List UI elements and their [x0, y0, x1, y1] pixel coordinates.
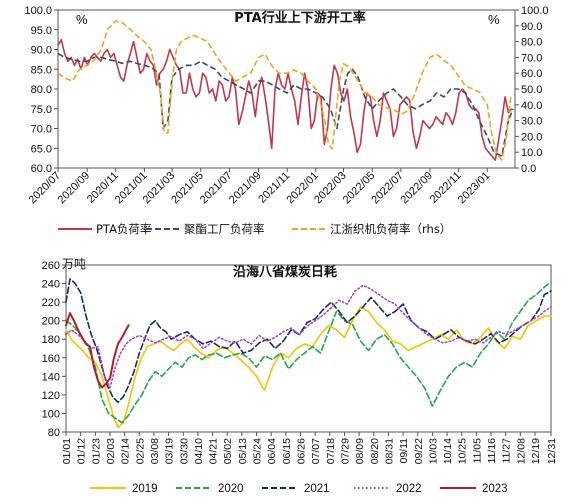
top-x-tick-label: 2021/09 [227, 170, 264, 207]
top-left-tick-label: 75.0 [31, 104, 52, 116]
bottom-series-line [65, 280, 552, 424]
top-chart-series [57, 20, 514, 161]
bottom-chart-series [65, 278, 552, 429]
top-right-tick-label: 20.0 [521, 131, 542, 143]
bottom-x-tick-label: 10/14 [442, 438, 454, 464]
top-right-tick-label: 50.0 [521, 84, 542, 96]
top-x-tick-label: 2020/09 [56, 170, 93, 207]
bottom-x-tick-label: 03/08 [149, 438, 161, 464]
top-left-tick-label: 70.0 [31, 124, 52, 136]
top-left-tick-label: 60.0 [31, 163, 52, 175]
bottom-x-tick-label: 03/30 [178, 438, 190, 464]
bottom-chart-title: 沿海八省煤炭日耗 [233, 264, 337, 280]
bottom-legend-label: 2020 [218, 483, 244, 495]
bottom-x-tick-label: 07/18 [325, 438, 337, 464]
bottom-y-tick-label: 200 [42, 316, 60, 328]
top-left-tick-label: 85.0 [31, 64, 52, 76]
bottom-x-tick-label: 12/08 [515, 438, 527, 464]
bottom-legend-label: 2023 [482, 483, 508, 495]
top-chart: PTA行业上下游开工率 % % 60.0 65.0 70.0 75.0 80.0 85.0… [24, 5, 548, 236]
bottom-chart-plot-frame [65, 264, 552, 433]
top-x-tick-label: 2022/09 [399, 170, 436, 207]
bottom-x-tick-label: 06/04 [266, 438, 278, 464]
top-legend-label: 聚酯工厂负荷率 [184, 222, 265, 236]
bottom-x-tick-label: 09/11 [398, 438, 410, 464]
top-series-line [57, 38, 513, 161]
bottom-x-tick-label: 02/14 [120, 438, 132, 464]
bottom-x-tick-label: 06/15 [281, 438, 293, 464]
bottom-x-tick-label: 10/25 [457, 438, 469, 464]
top-chart-right-unit: % [488, 12, 500, 27]
bottom-x-tick-label: 09/22 [413, 438, 425, 464]
bottom-y-tick-label: 220 [42, 297, 60, 309]
bottom-legend-label: 2021 [304, 483, 330, 495]
top-right-tick-label: 100.0 [521, 5, 549, 17]
bottom-series-line [65, 306, 552, 429]
bottom-y-tick-label: 80 [48, 427, 60, 439]
top-right-tick-label: 30.0 [521, 116, 542, 128]
bottom-y-tick-label: 140 [42, 371, 60, 383]
bottom-x-tick-label: 05/24 [252, 438, 264, 464]
top-legend-label: 江浙织机负荷率（rhs） [330, 222, 451, 236]
bottom-x-tick-label: 07/29 [339, 438, 351, 464]
bottom-chart-legend: 2019 2020 2021 2022 2023 [90, 483, 508, 495]
top-x-tick-label: 2023/01 [456, 170, 493, 207]
top-left-tick-label: 95.0 [31, 25, 52, 37]
top-legend-label: PTA负荷率 [96, 222, 151, 236]
bottom-series-line [65, 278, 552, 404]
top-left-tick-label: 80.0 [31, 84, 52, 96]
bottom-x-tick-label: 08/20 [369, 438, 381, 464]
bottom-x-tick-label: 12/31 [546, 438, 558, 464]
bottom-y-tick-label: 240 [42, 279, 60, 291]
bottom-x-tick-label: 04/21 [208, 438, 220, 464]
top-chart-left-unit: % [76, 12, 88, 27]
top-right-tick-label: 60.0 [521, 68, 542, 80]
bottom-x-tick-label: 02/03 [105, 438, 117, 464]
bottom-y-tick-label: 160 [42, 353, 60, 365]
bottom-x-tick-label: 05/13 [237, 438, 249, 464]
bottom-y-tick-label: 260 [42, 260, 60, 272]
top-chart-title: PTA行业上下游开工率 [234, 10, 365, 26]
top-chart-plot-frame [57, 9, 516, 169]
bottom-legend-label: 2022 [396, 483, 422, 495]
bottom-x-tick-label: 08/31 [383, 438, 395, 464]
bottom-chart-unit: 万吨 [62, 257, 86, 271]
bottom-legend-label: 2019 [132, 483, 158, 495]
top-right-tick-label: 90.0 [521, 21, 542, 33]
bottom-x-tick-label: 01/12 [76, 438, 88, 464]
bottom-y-tick-label: 120 [42, 390, 60, 402]
bottom-series-line [65, 312, 130, 389]
top-right-tick-label: 40.0 [521, 100, 542, 112]
bottom-chart: 沿海八省煤炭日耗 万吨 80 100 120 140 160 180 200 220 240 26… [42, 257, 558, 495]
bottom-series-line [65, 284, 552, 389]
top-right-tick-label: 10.0 [521, 147, 542, 159]
bottom-x-tick-label: 10/03 [427, 438, 439, 464]
bottom-x-tick-label: 06/26 [296, 438, 308, 464]
bottom-x-tick-label: 05/02 [222, 438, 234, 464]
top-series-line [57, 20, 512, 161]
top-left-tick-label: 90.0 [31, 45, 52, 57]
bottom-x-tick-label: 11/27 [501, 438, 513, 464]
bottom-x-tick-label: 07/07 [310, 438, 322, 464]
bottom-x-tick-label: 11/16 [486, 438, 498, 464]
bottom-x-tick-label: 04/10 [193, 438, 205, 464]
top-right-tick-label: 70.0 [521, 52, 542, 64]
bottom-x-tick-label: 01/01 [61, 438, 73, 464]
top-series-line [57, 52, 514, 157]
bottom-x-tick-label: 12/19 [530, 438, 542, 464]
top-left-tick-label: 100.0 [24, 5, 52, 17]
bottom-x-tick-label: 11/05 [471, 438, 483, 464]
top-chart-legend: PTA负荷率 聚酯工厂负荷率 江浙织机负荷率（rhs） [58, 222, 451, 236]
bottom-x-tick-label: 02/25 [134, 438, 146, 464]
top-right-tick-label: 0.0 [521, 163, 536, 175]
top-left-tick-label: 65.0 [31, 143, 52, 155]
bottom-y-tick-label: 100 [42, 408, 60, 420]
bottom-x-tick-label: 08/09 [354, 438, 366, 464]
bottom-x-tick-label: 03/19 [164, 438, 176, 464]
bottom-x-tick-label: 01/23 [90, 438, 102, 464]
top-right-tick-label: 80.0 [521, 37, 542, 49]
bottom-y-tick-label: 180 [42, 334, 60, 346]
